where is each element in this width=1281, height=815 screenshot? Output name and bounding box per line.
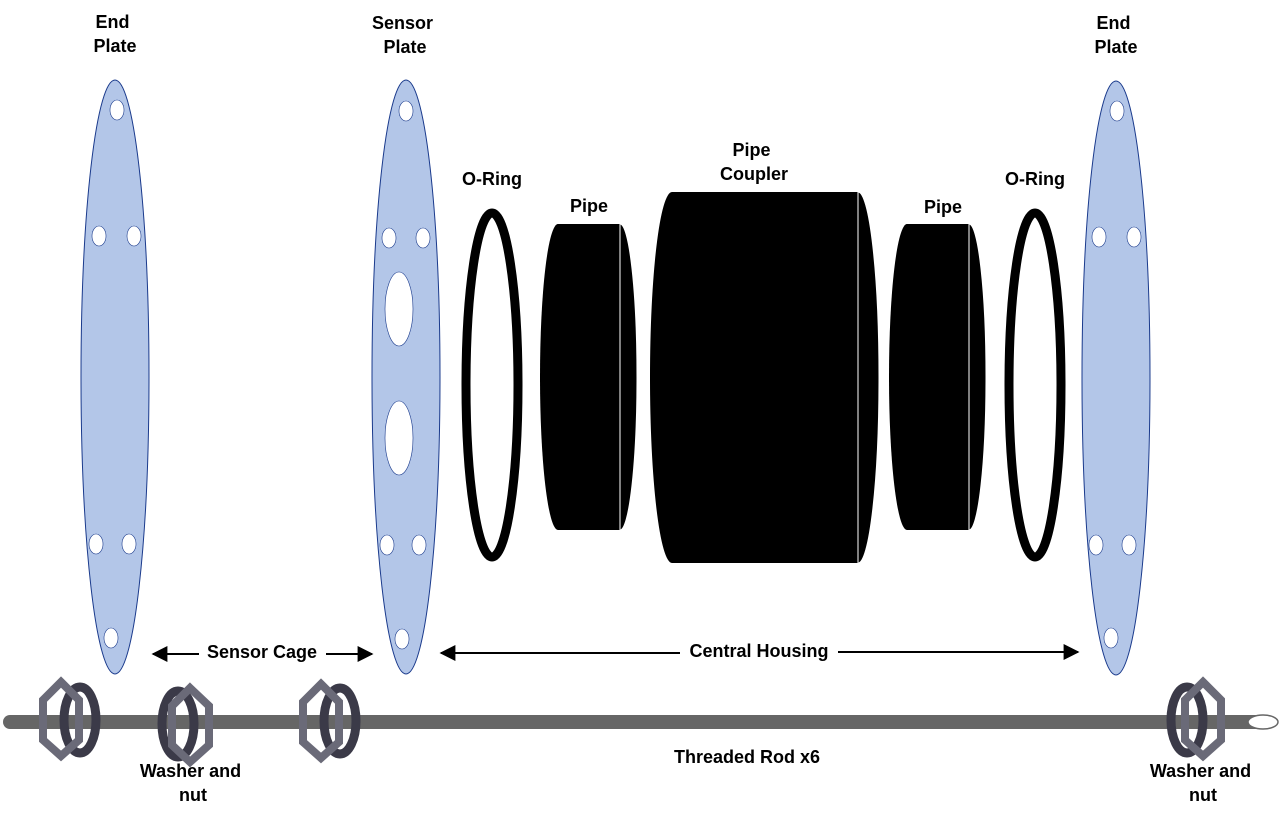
sensor-plate (371, 79, 441, 675)
end-plate-right-label: End Plate (1094, 13, 1137, 57)
central-housing-arrow (439, 644, 1080, 661)
o-ring-left-label: O-Ring (462, 169, 522, 189)
end-plate-left (80, 79, 150, 675)
washer-nut-right-label: Washer and nut (1150, 761, 1256, 805)
o-ring-right-label: O-Ring (1005, 169, 1065, 189)
pipe-left-label: Pipe (570, 196, 608, 216)
pipe-right (889, 223, 987, 531)
o-ring-right (1004, 208, 1066, 562)
central-housing-label: Central Housing (689, 641, 828, 661)
o-ring-left (461, 208, 523, 562)
threaded-rod-label: Threaded Rod x6 (674, 747, 820, 767)
end-plate-left-label: End Plate (93, 12, 136, 56)
pipe-coupler (650, 191, 880, 564)
pipe-right-label: Pipe (924, 197, 962, 217)
washer-nut-4 (1166, 676, 1225, 762)
sensor-plate-label: Sensor Plate (372, 13, 438, 57)
washer-nut-3 (299, 678, 361, 764)
washer-nut-1 (39, 676, 101, 762)
pipe-left (540, 223, 638, 531)
pipe-coupler-label: Pipe Coupler (720, 140, 788, 184)
washer-nut-2 (157, 682, 213, 768)
sensor-cage-label: Sensor Cage (207, 642, 317, 662)
end-plate-right (1081, 80, 1151, 676)
washer-nut-left-label: Washer and nut (140, 761, 246, 805)
